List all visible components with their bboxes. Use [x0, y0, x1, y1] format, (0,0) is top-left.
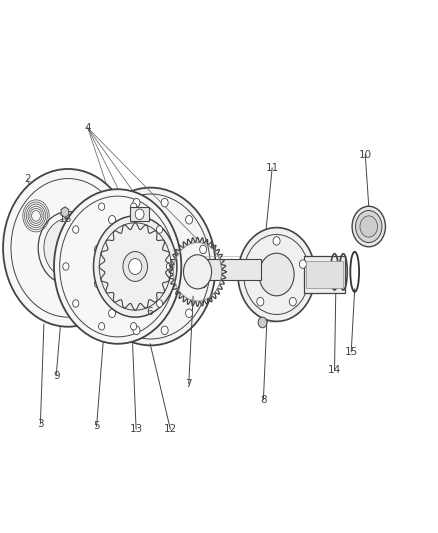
Circle shape	[183, 255, 211, 289]
Circle shape	[256, 297, 263, 306]
Circle shape	[258, 317, 266, 328]
Circle shape	[135, 209, 144, 220]
Circle shape	[130, 203, 136, 211]
Circle shape	[63, 263, 69, 270]
Circle shape	[156, 226, 162, 233]
Circle shape	[130, 322, 136, 330]
Circle shape	[85, 188, 215, 345]
Bar	[130, 207, 149, 221]
Circle shape	[166, 263, 172, 270]
Circle shape	[108, 215, 115, 224]
Text: 4: 4	[84, 123, 91, 133]
Bar	[303, 256, 345, 293]
Text: 16: 16	[58, 214, 71, 223]
Text: 10: 10	[358, 150, 371, 159]
Circle shape	[123, 252, 147, 281]
Text: 3: 3	[37, 419, 44, 429]
Circle shape	[54, 189, 181, 344]
Circle shape	[199, 279, 206, 288]
Circle shape	[133, 326, 140, 335]
Polygon shape	[61, 207, 69, 217]
Circle shape	[133, 198, 140, 207]
Circle shape	[3, 169, 133, 327]
Circle shape	[94, 245, 101, 254]
Text: 13: 13	[129, 424, 142, 434]
Text: 2: 2	[24, 174, 31, 183]
Circle shape	[99, 322, 105, 330]
Text: 6: 6	[145, 307, 152, 317]
Text: 11: 11	[265, 163, 278, 173]
Circle shape	[272, 237, 279, 245]
Circle shape	[93, 216, 177, 317]
Circle shape	[73, 300, 79, 307]
Circle shape	[258, 253, 293, 296]
Circle shape	[161, 198, 168, 207]
Circle shape	[237, 228, 314, 321]
Text: 7: 7	[185, 379, 192, 389]
Circle shape	[299, 260, 306, 269]
Circle shape	[246, 260, 253, 269]
Text: 9: 9	[53, 371, 60, 381]
Circle shape	[289, 297, 296, 306]
Circle shape	[185, 215, 192, 224]
Circle shape	[44, 219, 92, 277]
Circle shape	[355, 211, 381, 243]
Text: 8: 8	[259, 395, 266, 405]
Circle shape	[351, 206, 385, 247]
Circle shape	[185, 309, 192, 318]
Circle shape	[199, 245, 206, 254]
Text: 12: 12	[163, 424, 177, 434]
Circle shape	[108, 309, 115, 318]
Circle shape	[161, 326, 168, 335]
Circle shape	[156, 300, 162, 307]
Circle shape	[128, 259, 141, 274]
Text: 5: 5	[93, 422, 100, 431]
Text: 15: 15	[344, 347, 357, 357]
Text: 14: 14	[327, 366, 340, 375]
Circle shape	[73, 226, 79, 233]
Bar	[193, 259, 261, 280]
Circle shape	[94, 279, 101, 288]
Bar	[305, 261, 343, 288]
Circle shape	[99, 203, 105, 211]
Circle shape	[359, 216, 377, 237]
